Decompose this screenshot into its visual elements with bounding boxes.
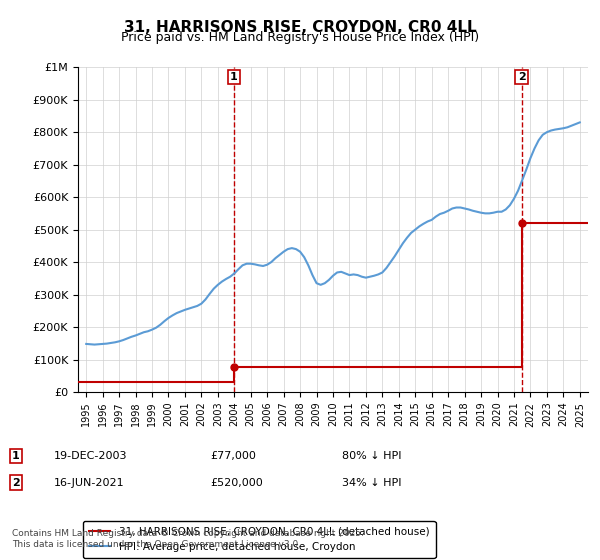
Text: Contains HM Land Registry data © Crown copyright and database right 2025.
This d: Contains HM Land Registry data © Crown c… [12,529,364,549]
Text: 2: 2 [12,478,20,488]
Legend: 31, HARRISONS RISE, CROYDON, CR0 4LL (detached house), HPI: Average price, detac: 31, HARRISONS RISE, CROYDON, CR0 4LL (de… [83,521,436,558]
Text: 34% ↓ HPI: 34% ↓ HPI [342,478,401,488]
Text: 19-DEC-2003: 19-DEC-2003 [54,451,128,461]
Text: £520,000: £520,000 [210,478,263,488]
Text: Price paid vs. HM Land Registry's House Price Index (HPI): Price paid vs. HM Land Registry's House … [121,31,479,44]
Text: 1: 1 [12,451,20,461]
Text: 1: 1 [230,72,238,82]
Text: 31, HARRISONS RISE, CROYDON, CR0 4LL: 31, HARRISONS RISE, CROYDON, CR0 4LL [124,20,476,35]
Text: 80% ↓ HPI: 80% ↓ HPI [342,451,401,461]
Text: £77,000: £77,000 [210,451,256,461]
Text: 2: 2 [518,72,526,82]
Text: 16-JUN-2021: 16-JUN-2021 [54,478,125,488]
